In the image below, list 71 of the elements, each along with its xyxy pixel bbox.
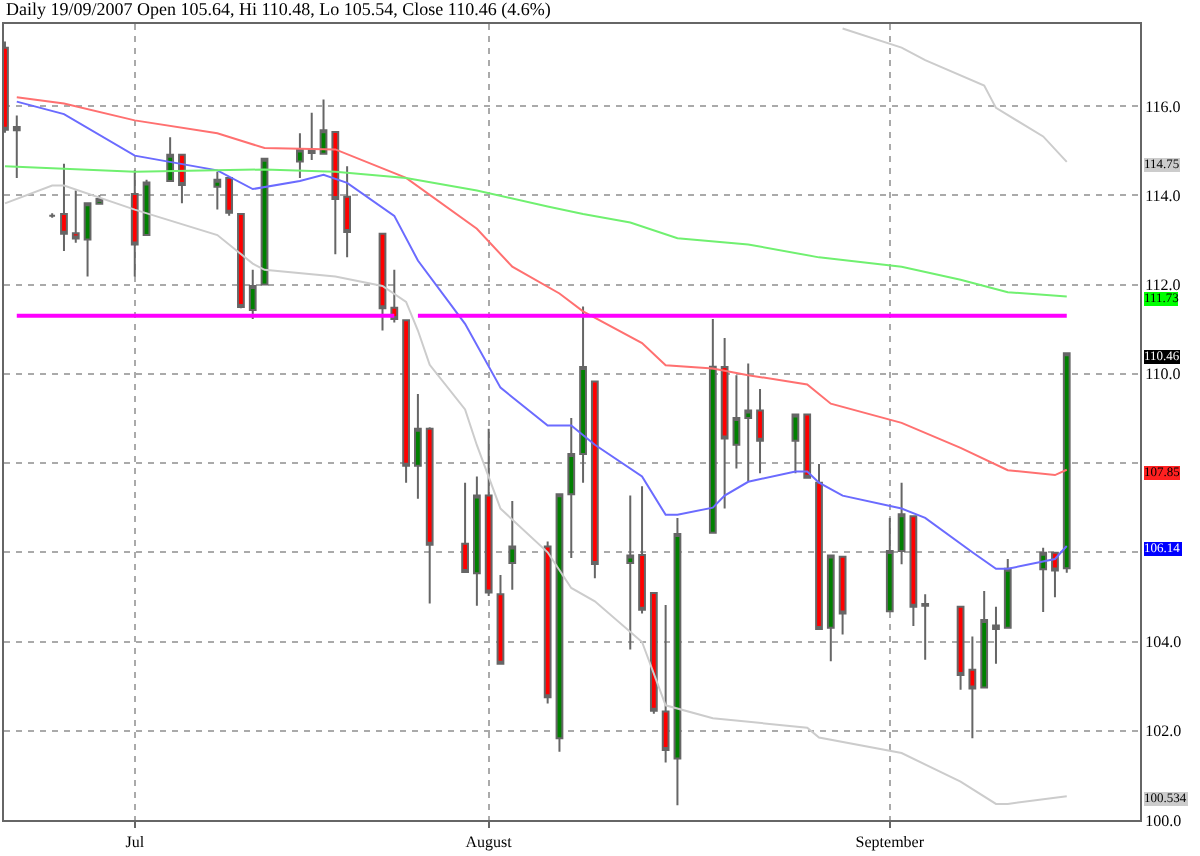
candlestick: [744, 362, 753, 482]
candlestick: [12, 114, 21, 179]
candlestick: [626, 494, 635, 651]
y-tick-label: 114.0: [1145, 186, 1181, 205]
candlestick: [496, 574, 505, 665]
y-tick-label: 110.0: [1145, 365, 1181, 384]
line-series: [4, 165, 1068, 298]
candlestick: [1051, 551, 1059, 599]
y-tick-label: 104.0: [1145, 633, 1182, 652]
candlestick: [248, 268, 257, 320]
candlestick: [473, 475, 481, 607]
candlestick: [661, 603, 670, 764]
candlestick: [60, 162, 68, 253]
candlestick: [720, 337, 729, 510]
candlestick: [237, 213, 245, 310]
candlestick: [71, 189, 80, 244]
candlestick: [956, 605, 965, 691]
candlestick: [885, 516, 894, 613]
candlestick: [48, 212, 57, 219]
x-tick-label: August: [465, 833, 514, 852]
candlestick: [543, 540, 552, 705]
candlestick: [296, 132, 304, 179]
candlestick: [673, 516, 682, 807]
candlestick: [909, 515, 918, 627]
x-tick-label: September: [855, 833, 925, 852]
candlestick: [307, 111, 316, 162]
line-series: [4, 184, 1068, 805]
candlestick: [815, 462, 823, 631]
y-tick-label: 112.0: [1145, 276, 1181, 295]
candlestick: [1039, 546, 1048, 614]
line-series: [841, 27, 1068, 163]
candlestick: [732, 374, 741, 470]
candlestick: [968, 635, 977, 740]
candlestick: [343, 165, 351, 259]
candlestick: [225, 176, 234, 217]
candlestick: [414, 392, 422, 500]
candlestick: [826, 554, 835, 663]
candlestick: [791, 413, 800, 475]
candlestick: [1003, 557, 1012, 629]
candlestick: [319, 98, 328, 155]
candlestick: [402, 319, 410, 484]
candlestick: [425, 426, 434, 605]
line-series: [15, 100, 1068, 570]
candlestick: [649, 591, 658, 715]
y-tick-label: 102.0: [1145, 722, 1182, 741]
candlestick: [980, 590, 989, 689]
chart-title: Daily 19/09/2007 Open 105.64, Hi 110.48, Lo 105.54, Close 110.46 (4.6%): [6, 0, 551, 20]
candlestick: [921, 593, 930, 661]
candlestick: [579, 305, 587, 484]
candlestick: [484, 427, 493, 598]
candlestick: [567, 416, 576, 560]
candlestick: [638, 485, 646, 615]
candlestick: [838, 555, 847, 636]
candlestick: [461, 481, 469, 573]
candlestick: [756, 387, 764, 475]
candlestick: [83, 202, 92, 278]
candlestick: [803, 413, 812, 479]
candlestick: [708, 317, 717, 534]
y-tick-label: 100.0: [1145, 811, 1182, 830]
candlestick: [590, 380, 599, 580]
candlestick: [331, 130, 340, 256]
candlestick: [1062, 351, 1071, 574]
candlestick: [897, 481, 906, 566]
x-tick-label: Jul: [125, 833, 146, 852]
candlestick: [992, 605, 1000, 665]
line-series: [15, 96, 1068, 477]
candlestick: [213, 170, 222, 211]
candlestick: [390, 268, 399, 324]
candlestick: [508, 499, 517, 591]
y-tick-label: 116.0: [1145, 97, 1181, 116]
candlestick: [130, 169, 139, 278]
